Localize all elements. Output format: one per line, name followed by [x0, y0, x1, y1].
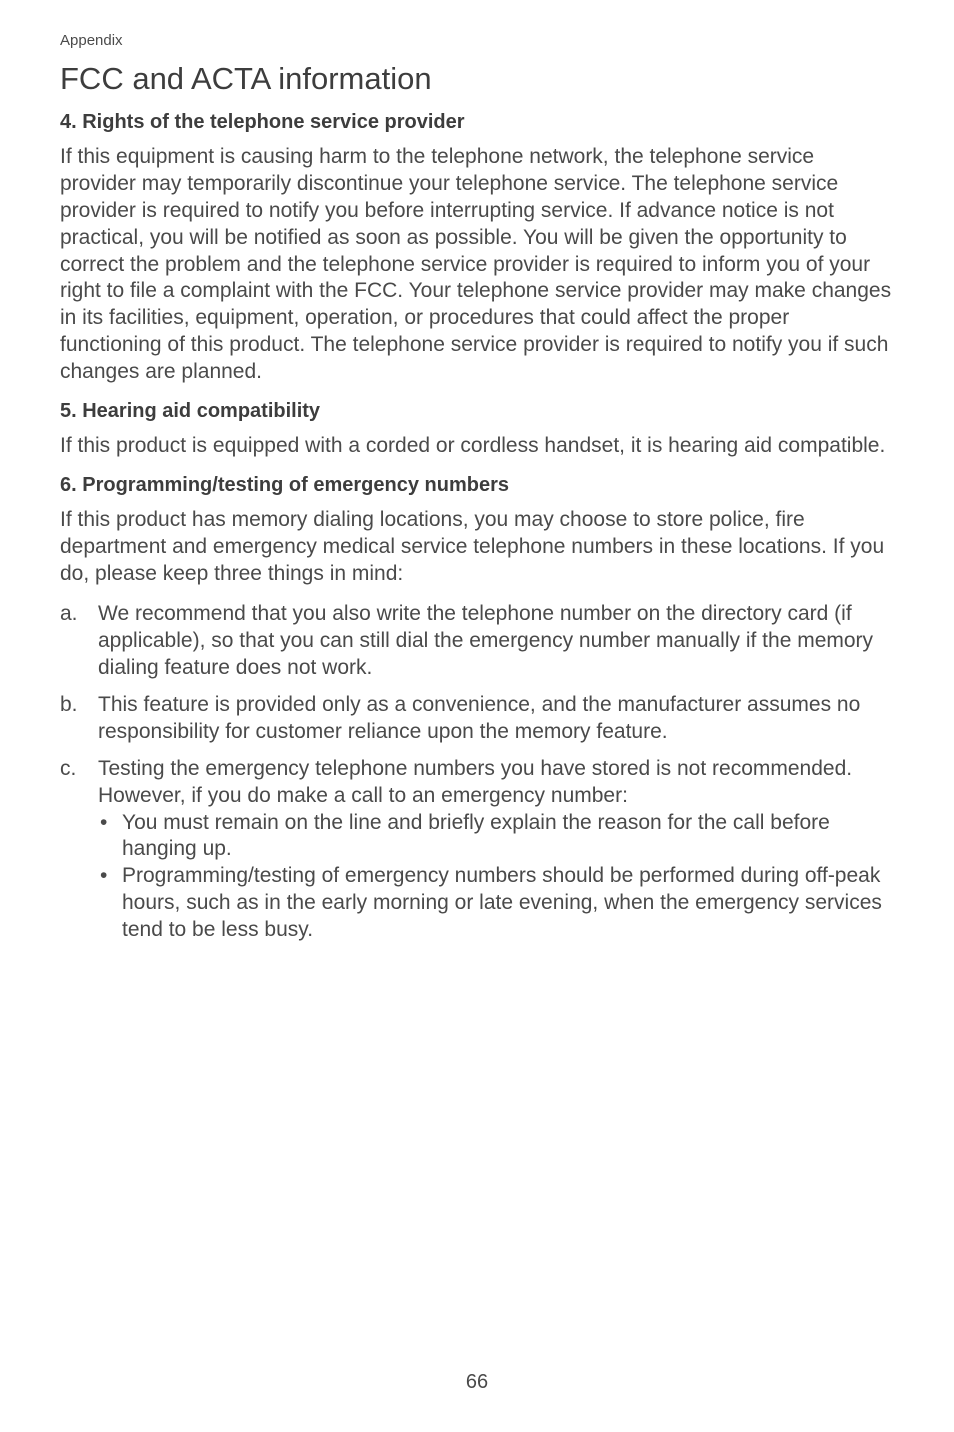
- section-5-heading: 5. Hearing aid compatibility: [60, 400, 894, 423]
- page-title: FCC and ACTA information: [60, 61, 894, 97]
- page-number: 66: [0, 1371, 954, 1394]
- section-6-heading: 6. Programming/testing of emergency numb…: [60, 474, 894, 497]
- list-item: c. Testing the emergency telephone numbe…: [60, 756, 894, 944]
- list-item-text: This feature is provided only as a conve…: [98, 693, 860, 743]
- section-6-list: a. We recommend that you also write the …: [60, 601, 894, 944]
- section-4-body: If this equipment is causing harm to the…: [60, 144, 894, 386]
- list-item-text: We recommend that you also write the tel…: [98, 602, 873, 679]
- list-marker-a: a.: [60, 601, 78, 628]
- list-marker-c: c.: [60, 756, 76, 783]
- section-4-heading: 4. Rights of the telephone service provi…: [60, 111, 894, 134]
- document-page: Appendix FCC and ACTA information 4. Rig…: [0, 0, 954, 1432]
- section-6-c-bullets: You must remain on the line and briefly …: [98, 810, 894, 944]
- list-item: b. This feature is provided only as a co…: [60, 692, 894, 746]
- bullet-item: Programming/testing of emergency numbers…: [98, 863, 894, 944]
- list-item: a. We recommend that you also write the …: [60, 601, 894, 682]
- list-marker-b: b.: [60, 692, 78, 719]
- section-5-body: If this product is equipped with a corde…: [60, 433, 894, 460]
- header-section-label: Appendix: [60, 32, 894, 49]
- section-6-intro: If this product has memory dialing locat…: [60, 507, 894, 588]
- list-item-text: Testing the emergency telephone numbers …: [98, 757, 852, 807]
- bullet-item: You must remain on the line and briefly …: [98, 810, 894, 864]
